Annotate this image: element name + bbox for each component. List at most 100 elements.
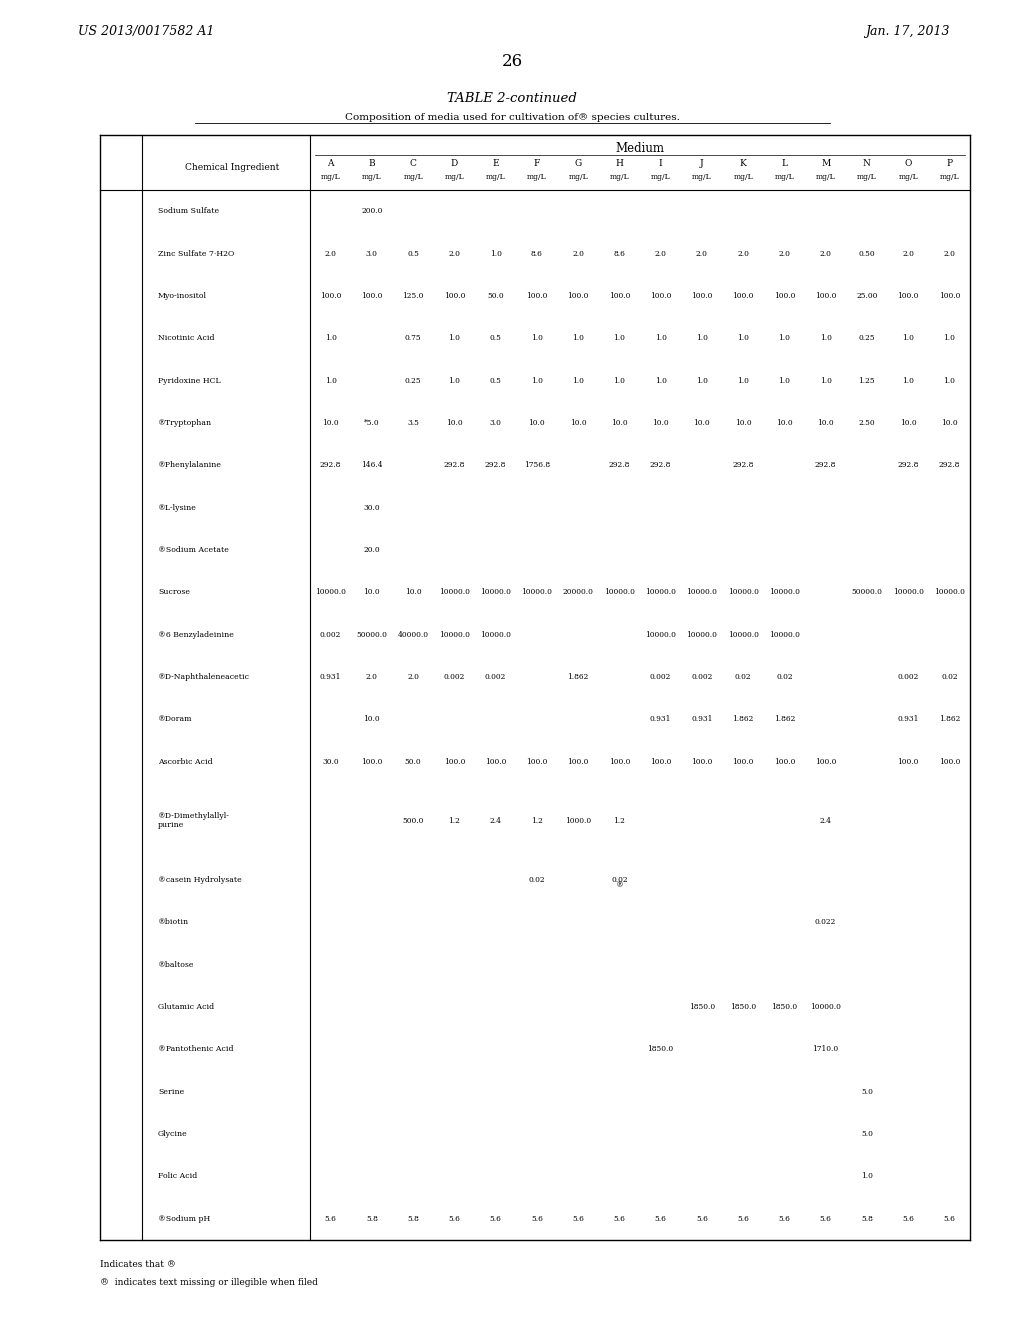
Text: mg/L: mg/L xyxy=(403,173,423,181)
Text: 10.0: 10.0 xyxy=(446,418,463,426)
Text: 292.8: 292.8 xyxy=(732,461,754,469)
Text: 1.0: 1.0 xyxy=(572,376,584,384)
Text: 10.0: 10.0 xyxy=(364,589,380,597)
Text: mg/L: mg/L xyxy=(321,173,340,181)
Text: 100.0: 100.0 xyxy=(650,292,672,300)
Text: 0.02: 0.02 xyxy=(735,673,752,681)
Text: 2.0: 2.0 xyxy=(778,249,791,257)
Text: 10000.0: 10000.0 xyxy=(893,589,924,597)
Text: N: N xyxy=(863,158,870,168)
Text: 1.862: 1.862 xyxy=(774,715,795,723)
Text: 5.6: 5.6 xyxy=(737,1214,750,1222)
Text: 1850.0: 1850.0 xyxy=(647,1045,674,1053)
Text: 50.0: 50.0 xyxy=(404,758,422,766)
Text: O: O xyxy=(904,158,911,168)
Text: Myo-inositol: Myo-inositol xyxy=(158,292,207,300)
Text: 100.0: 100.0 xyxy=(567,292,589,300)
Text: B: B xyxy=(369,158,375,168)
Text: 100.0: 100.0 xyxy=(443,292,465,300)
Text: C: C xyxy=(410,158,417,168)
Text: mg/L: mg/L xyxy=(733,173,753,181)
Text: Serine: Serine xyxy=(158,1088,184,1096)
Text: 10000.0: 10000.0 xyxy=(645,631,676,639)
Text: 1.0: 1.0 xyxy=(943,334,955,342)
Text: mg/L: mg/L xyxy=(609,173,629,181)
Text: 3.5: 3.5 xyxy=(408,418,419,426)
Text: 5.6: 5.6 xyxy=(489,1214,502,1222)
Text: 1756.8: 1756.8 xyxy=(524,461,550,469)
Text: 0.931: 0.931 xyxy=(319,673,341,681)
Text: 1.0: 1.0 xyxy=(530,376,543,384)
Text: 5.8: 5.8 xyxy=(408,1214,419,1222)
Text: 5.6: 5.6 xyxy=(530,1214,543,1222)
Text: 10000.0: 10000.0 xyxy=(686,589,718,597)
Text: 1.0: 1.0 xyxy=(572,334,584,342)
Text: TABLE 2-continued: TABLE 2-continued xyxy=(447,91,577,104)
Text: 3.0: 3.0 xyxy=(366,249,378,257)
Text: ®6 Benzyladeinine: ®6 Benzyladeinine xyxy=(158,631,233,639)
Text: Pyridoxine HCL: Pyridoxine HCL xyxy=(158,376,220,384)
Text: 200.0: 200.0 xyxy=(361,207,383,215)
Text: 1.0: 1.0 xyxy=(613,334,626,342)
Text: 8.6: 8.6 xyxy=(530,249,543,257)
Text: 100.0: 100.0 xyxy=(732,758,754,766)
Text: 5.6: 5.6 xyxy=(696,1214,708,1222)
Text: 2.0: 2.0 xyxy=(819,249,831,257)
Text: 2.0: 2.0 xyxy=(449,249,461,257)
Text: 1.0: 1.0 xyxy=(325,334,337,342)
Text: 10.0: 10.0 xyxy=(611,418,628,426)
Text: 1.0: 1.0 xyxy=(325,376,337,384)
Text: 25.00: 25.00 xyxy=(856,292,878,300)
Text: 100.0: 100.0 xyxy=(939,758,961,766)
Text: 2.4: 2.4 xyxy=(489,817,502,825)
Text: 5.0: 5.0 xyxy=(861,1088,872,1096)
Text: 1.0: 1.0 xyxy=(489,249,502,257)
Text: 10000.0: 10000.0 xyxy=(934,589,965,597)
Text: 10000.0: 10000.0 xyxy=(728,631,759,639)
Text: ®Pantothenic Acid: ®Pantothenic Acid xyxy=(158,1045,233,1053)
Text: 1.0: 1.0 xyxy=(613,376,626,384)
Text: 50000.0: 50000.0 xyxy=(356,631,387,639)
Text: Zinc Sulfate 7·H2O: Zinc Sulfate 7·H2O xyxy=(158,249,234,257)
Text: 10000.0: 10000.0 xyxy=(810,1003,841,1011)
Text: 1.0: 1.0 xyxy=(778,376,791,384)
Text: 10.0: 10.0 xyxy=(569,418,587,426)
Text: 292.8: 292.8 xyxy=(897,461,919,469)
Text: 100.0: 100.0 xyxy=(567,758,589,766)
Text: 1.0: 1.0 xyxy=(778,334,791,342)
Text: 1.0: 1.0 xyxy=(819,376,831,384)
Text: 10.0: 10.0 xyxy=(364,715,380,723)
Text: 0.5: 0.5 xyxy=(408,249,419,257)
Text: 10000.0: 10000.0 xyxy=(521,589,552,597)
Text: mg/L: mg/L xyxy=(527,173,547,181)
Text: 5.6: 5.6 xyxy=(778,1214,791,1222)
Text: ®Sodium Acetate: ®Sodium Acetate xyxy=(158,546,229,554)
Text: 10.0: 10.0 xyxy=(817,418,834,426)
Text: 20000.0: 20000.0 xyxy=(562,589,594,597)
Text: 100.0: 100.0 xyxy=(774,758,795,766)
Text: 40000.0: 40000.0 xyxy=(397,631,429,639)
Text: 1.0: 1.0 xyxy=(449,334,461,342)
Text: 0.002: 0.002 xyxy=(691,673,713,681)
Text: Medium: Medium xyxy=(615,143,665,156)
Text: 1710.0: 1710.0 xyxy=(813,1045,839,1053)
Text: G: G xyxy=(574,158,582,168)
Text: 292.8: 292.8 xyxy=(939,461,961,469)
Text: Ascorbic Acid: Ascorbic Acid xyxy=(158,758,213,766)
Text: 0.002: 0.002 xyxy=(650,673,672,681)
Text: 1.0: 1.0 xyxy=(861,1172,872,1180)
Text: D: D xyxy=(451,158,458,168)
Text: 10.0: 10.0 xyxy=(900,418,916,426)
Text: 5.8: 5.8 xyxy=(366,1214,378,1222)
Text: 5.6: 5.6 xyxy=(902,1214,914,1222)
Text: 1.2: 1.2 xyxy=(613,817,626,825)
Text: 125.0: 125.0 xyxy=(402,292,424,300)
Text: 0.25: 0.25 xyxy=(858,334,876,342)
Text: ®casein Hydrolysate: ®casein Hydrolysate xyxy=(158,876,242,884)
Text: ®: ® xyxy=(615,882,624,890)
Text: ®biotin: ®biotin xyxy=(158,919,189,927)
Text: 5.0: 5.0 xyxy=(861,1130,872,1138)
Text: 10000.0: 10000.0 xyxy=(728,589,759,597)
Text: 0.5: 0.5 xyxy=(489,376,502,384)
Text: 0.02: 0.02 xyxy=(776,673,793,681)
